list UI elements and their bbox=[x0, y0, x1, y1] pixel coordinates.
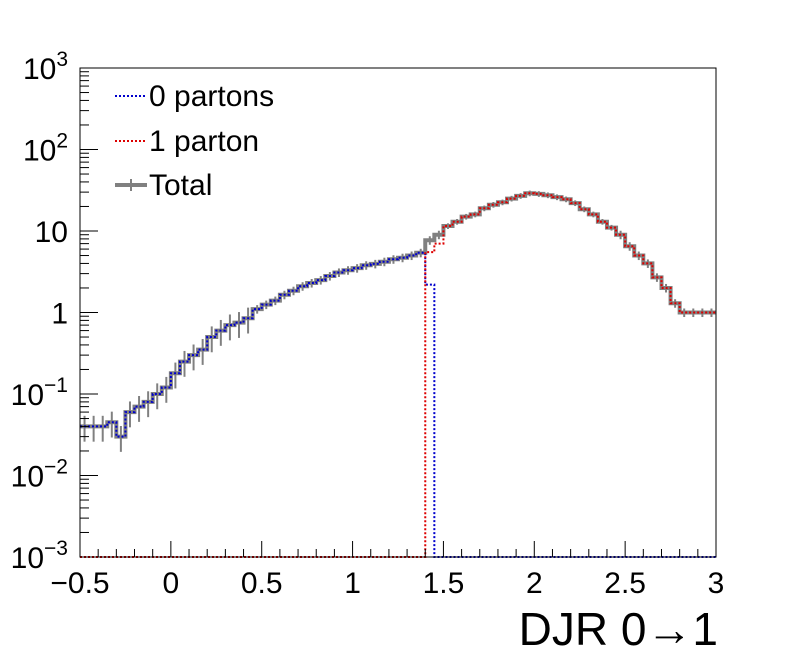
x-tick-label: 1.5 bbox=[423, 567, 465, 600]
y-tick-label: 10−1 bbox=[11, 374, 68, 412]
x-tick-label: 2.5 bbox=[604, 567, 646, 600]
legend-label-total: Total bbox=[149, 169, 212, 202]
legend-label-1-parton: 1 parton bbox=[149, 125, 259, 158]
x-tick-label: −0.5 bbox=[50, 567, 109, 600]
x-tick-label: 1 bbox=[344, 567, 361, 600]
legend-entry-0-partons: 0 partons bbox=[115, 80, 274, 113]
y-tick-label: 1 bbox=[51, 298, 68, 331]
x-axis-title: DJR 0→1 bbox=[519, 603, 718, 655]
y-tick-label: 10−3 bbox=[11, 537, 68, 575]
legend-entry-1-parton: 1 parton bbox=[115, 125, 259, 158]
y-tick-label: 103 bbox=[23, 48, 68, 86]
y-tick-label: 10−2 bbox=[11, 456, 68, 494]
legend: 0 partons 1 parton Total bbox=[115, 80, 274, 202]
legend-entry-total: Total bbox=[115, 169, 212, 202]
legend-label-0-partons: 0 partons bbox=[149, 80, 274, 113]
axis-layer: −0.5 0 0.5 1 1.5 2 2.5 3 10−3 10−2 10−1 1 10 102 103 bbox=[11, 48, 725, 600]
x-tick-label: 0.5 bbox=[241, 567, 283, 600]
y-tick-label: 10 bbox=[35, 216, 68, 249]
y-tick-label: 102 bbox=[23, 130, 68, 168]
x-tick-label: 3 bbox=[708, 567, 725, 600]
x-tick-label: 0 bbox=[163, 567, 180, 600]
x-tick-label: 2 bbox=[526, 567, 543, 600]
